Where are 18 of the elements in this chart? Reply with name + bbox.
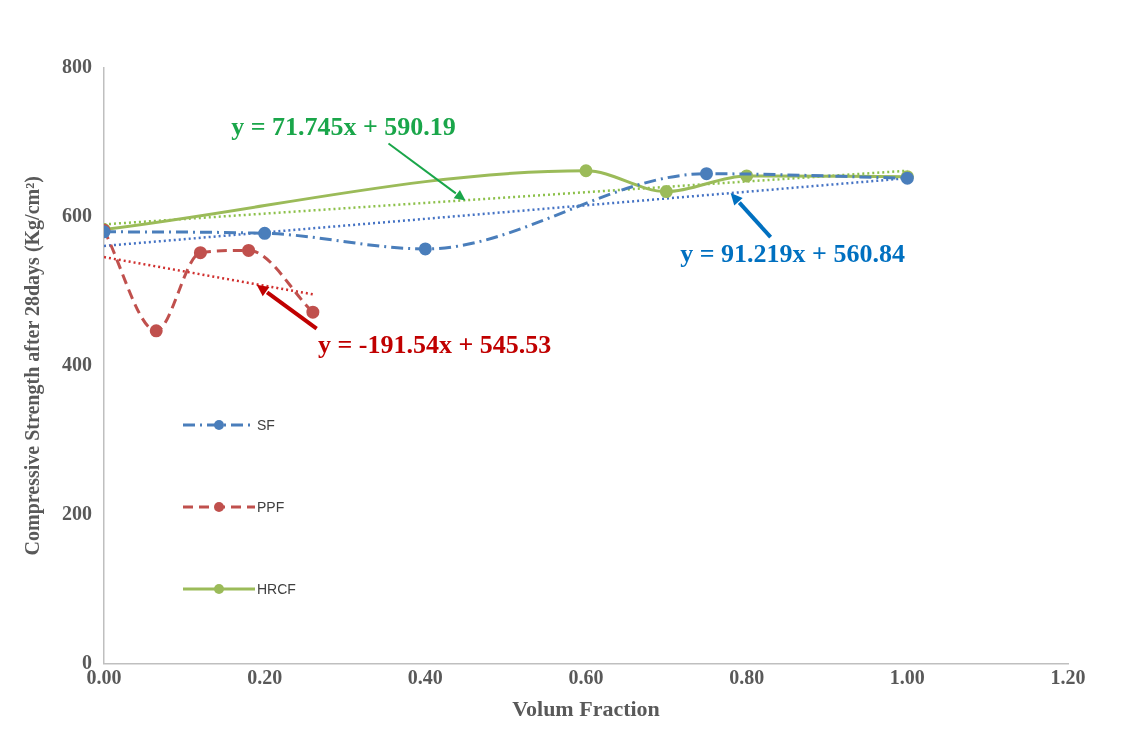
x-tick-label: 0.40: [407, 665, 443, 688]
annotation: y = 71.745x + 590.19: [231, 112, 456, 142]
x-tick-label: 1.00: [889, 665, 925, 688]
annotation: y = -191.54x + 545.53: [317, 330, 552, 360]
legend-label: PPF: [257, 499, 285, 515]
legend-label: HRCF: [257, 581, 296, 597]
x-axis-title: Volum Fraction: [512, 696, 660, 722]
x-tick-label: 0.20: [247, 665, 283, 688]
x-tick-label: 0.60: [568, 665, 604, 688]
y-tick-label: 800: [62, 55, 92, 78]
y-axis-title: Compressive Strength after 28days (Kg/cm²): [21, 176, 45, 556]
y-tick-label: 600: [62, 204, 92, 227]
x-tick-label: 0.80: [729, 665, 765, 688]
legend-label: SF: [257, 417, 275, 433]
x-tick-label: 1.20: [1050, 665, 1086, 688]
y-tick-label: 400: [62, 352, 92, 375]
y-tick-label: 200: [62, 501, 92, 524]
annotation: y = 91.219x + 560.84: [680, 238, 905, 268]
